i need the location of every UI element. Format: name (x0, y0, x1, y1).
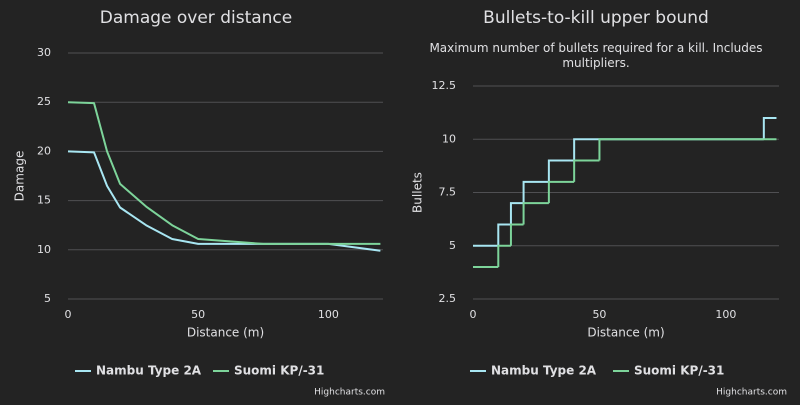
chart-title: Damage over distance (100, 8, 293, 28)
x-axis-label: Distance (m) (587, 326, 664, 340)
series-step (522, 180, 549, 204)
y-tick-label: 20 (37, 144, 51, 157)
series-step (497, 223, 511, 246)
x-tick-label: 0 (65, 308, 72, 321)
series-step (497, 244, 511, 268)
legend-label: Nambu Type 2A (96, 364, 202, 378)
series-step (598, 138, 663, 161)
series-step (762, 116, 777, 140)
series-step (573, 159, 600, 182)
y-tick-label: 25 (37, 95, 51, 108)
y-tick-label: 7.5 (439, 186, 457, 199)
x-tick-label: 100 (715, 308, 736, 321)
series-step (547, 180, 575, 204)
chart-subtitle: Maximum number of bullets required for a… (429, 41, 763, 70)
x-axis-label: Distance (m) (187, 326, 264, 340)
x-tick-label: 50 (191, 308, 205, 321)
credits: Highcharts.com (314, 388, 385, 398)
legend-label: Suomi KP/-31 (234, 364, 324, 378)
series-line (67, 101, 381, 245)
series-step (547, 159, 575, 182)
chart-title: Bullets-to-kill upper bound (483, 8, 709, 28)
y-tick-label: 15 (37, 194, 51, 207)
x-tick-label: 0 (470, 308, 477, 321)
y-axis-label: Bullets (411, 172, 425, 213)
series-step (509, 223, 524, 246)
y-tick-label: 5 (449, 239, 456, 252)
series-step (509, 202, 524, 225)
y-tick-label: 10 (442, 132, 456, 145)
x-tick-label: 50 (592, 308, 606, 321)
y-tick-label: 30 (37, 46, 51, 59)
y-tick-label: 5 (44, 292, 51, 305)
series-step (573, 138, 600, 161)
y-tick-label: 10 (37, 243, 51, 256)
credits: Highcharts.com (716, 388, 787, 398)
legend-label: Suomi KP/-31 (634, 364, 724, 378)
x-tick-label: 100 (318, 308, 339, 321)
y-tick-label: 2.5 (439, 292, 457, 305)
y-axis-label: Damage (13, 151, 27, 202)
legend-label: Nambu Type 2A (491, 364, 597, 378)
y-tick-label: 12.5 (432, 79, 457, 92)
series-step (522, 202, 549, 225)
